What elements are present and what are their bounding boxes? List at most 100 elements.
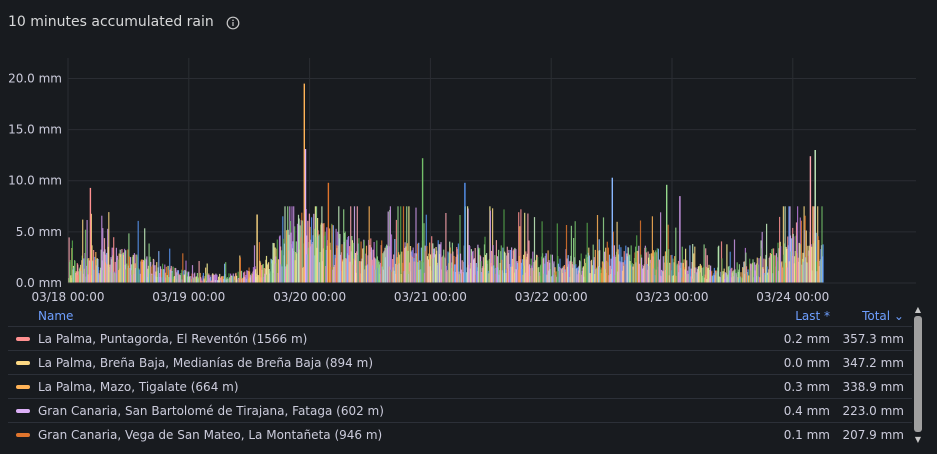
series-name[interactable]: Gran Canaria, San Bartolomé de Tirajana,… — [38, 403, 384, 418]
rain-bar — [225, 262, 227, 283]
rain-bar — [752, 259, 754, 283]
rain-bar — [705, 266, 707, 283]
series-name[interactable]: La Palma, Mazo, Tigalate (664 m) — [38, 379, 239, 394]
rain-bar — [736, 262, 738, 283]
y-tick-label: 20.0 mm — [8, 71, 62, 85]
legend-row[interactable]: Gran Canaria, San Bartolomé de Tirajana,… — [8, 398, 912, 422]
rain-bar — [133, 274, 135, 283]
rain-bar — [777, 242, 779, 283]
rain-bar — [365, 245, 368, 283]
series-swatch — [16, 409, 30, 413]
rain-bar — [550, 254, 552, 283]
rain-bar — [429, 242, 431, 283]
x-tick-label: 03/21 00:00 — [394, 290, 467, 302]
legend-col-name[interactable]: Name — [38, 309, 74, 323]
rain-bar — [512, 258, 514, 283]
rain-peak-bar — [611, 177, 613, 283]
rain-peak-bar — [89, 187, 92, 283]
legend-row[interactable]: La Palma, Mazo, Tigalate (664 m) 0.3 mm … — [8, 374, 912, 398]
rain-bar — [527, 213, 529, 283]
rain-bar — [573, 238, 575, 283]
rain-bar — [82, 219, 84, 283]
rain-bar — [624, 264, 626, 283]
rain-bar — [815, 232, 817, 283]
rain-bar — [545, 253, 547, 283]
rain-bar — [339, 254, 341, 283]
rain-bar — [786, 248, 788, 283]
rain-bar — [400, 206, 402, 283]
rain-bar — [118, 253, 120, 283]
rain-bar — [604, 251, 606, 283]
rain-bar — [430, 254, 432, 283]
series-total: 347.2 mm — [842, 355, 904, 370]
rain-bar — [792, 233, 794, 283]
rain-bar — [139, 274, 141, 283]
rain-bar — [811, 270, 813, 283]
rain-bar — [607, 247, 609, 283]
legend-col-last[interactable]: Last * — [795, 309, 830, 323]
rain-bar — [69, 260, 71, 283]
scroll-up-icon[interactable]: ▲ — [914, 305, 922, 314]
rain-bar — [137, 220, 139, 283]
rain-bar — [253, 245, 256, 283]
rain-bar — [397, 206, 399, 283]
rain-bar — [459, 253, 462, 283]
rain-bar — [570, 225, 572, 283]
legend-row[interactable]: La Palma, Puntagorda, El Reventón (1566 … — [8, 326, 912, 350]
rain-bar — [452, 251, 454, 283]
rain-bar — [743, 261, 745, 283]
legend-row[interactable]: Gran Canaria, Vega de San Mateo, La Mont… — [8, 422, 912, 446]
rain-bar — [811, 246, 813, 283]
rain-bar — [151, 274, 153, 283]
series-name[interactable]: La Palma, Breña Baja, Medianías de Breña… — [38, 355, 374, 370]
scroll-thumb[interactable] — [914, 316, 922, 432]
rain-bar — [87, 258, 89, 283]
rain-bar — [144, 228, 146, 283]
rain-bar — [68, 237, 70, 283]
rain-bar — [196, 273, 198, 283]
rain-bar — [793, 236, 795, 283]
info-circle-icon[interactable] — [226, 15, 240, 30]
x-tick-label: 03/22 00:00 — [515, 290, 588, 302]
rain-bar — [239, 255, 241, 283]
rain-peak-bar — [421, 158, 424, 283]
legend-table: Name Last * Total ⌄ La Palma, Puntagorda… — [8, 306, 912, 446]
rain-bar — [686, 270, 688, 283]
rain-bar — [239, 257, 241, 283]
rain-bar — [273, 243, 275, 283]
rain-bar — [605, 272, 607, 283]
rain-bar — [246, 270, 248, 283]
rain-bar — [672, 258, 674, 283]
rain-bar — [800, 220, 802, 283]
panel-title: 10 minutes accumulated rain — [8, 14, 214, 30]
rain-bar — [154, 265, 156, 283]
rain-bar — [77, 264, 79, 283]
legend-scrollbar[interactable]: ▲ ▼ — [913, 306, 923, 444]
rain-peak-bar — [679, 196, 681, 283]
series-name[interactable]: Gran Canaria, Vega de San Mateo, La Mont… — [38, 427, 383, 442]
rain-bar — [630, 245, 632, 283]
legend-col-total[interactable]: Total ⌄ — [862, 309, 904, 323]
rain-bar — [651, 216, 653, 283]
rain-peak-bar — [814, 150, 816, 283]
legend-row[interactable]: La Palma, Breña Baja, Medianías de Breña… — [8, 350, 912, 374]
rain-bar — [378, 264, 381, 283]
series-last: 0.0 mm — [783, 355, 830, 370]
rain-chart[interactable]: 0.0 mm 5.0 mm 10.0 mm 15.0 mm 20.0 mm 03/18 0… — [0, 40, 937, 302]
rain-bar — [114, 261, 116, 283]
rain-bar — [660, 212, 662, 283]
rain-bar — [568, 264, 570, 283]
series-name[interactable]: La Palma, Puntagorda, El Reventón (1566 … — [38, 331, 308, 346]
rain-bar — [520, 209, 522, 283]
series-total: 357.3 mm — [842, 331, 904, 346]
rain-bar — [594, 249, 596, 283]
rain-bar — [656, 248, 658, 283]
rain-bar — [614, 254, 616, 283]
rain-bar — [164, 264, 166, 283]
scroll-down-icon[interactable]: ▼ — [914, 435, 922, 444]
rain-bar — [521, 259, 524, 283]
rain-bar — [818, 240, 820, 283]
y-tick-label: 0.0 mm — [16, 276, 62, 290]
rain-bar — [244, 271, 246, 283]
rain-bar — [643, 265, 645, 283]
